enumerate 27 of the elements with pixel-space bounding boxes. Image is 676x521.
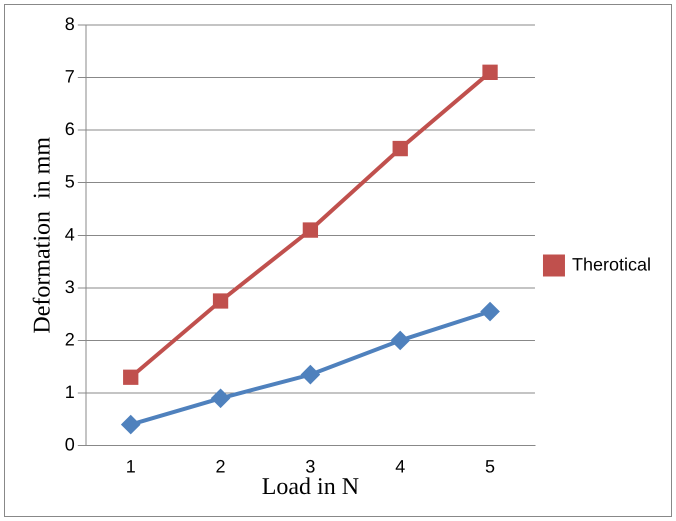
y-tick-label: 0 <box>64 434 75 455</box>
legend-label: Therotical <box>572 254 651 274</box>
y-axis-title: Deformation in mm <box>30 136 56 334</box>
y-tick-label: 1 <box>64 382 75 402</box>
point <box>482 64 498 80</box>
y-tick-label: 4 <box>64 224 75 244</box>
y-tick-label: 2 <box>64 329 75 350</box>
point <box>123 370 138 385</box>
x-tick-label: 5 <box>485 456 496 476</box>
x-tick-label: 3 <box>305 456 316 476</box>
point <box>481 302 500 321</box>
point <box>212 293 228 309</box>
x-tick-label: 1 <box>126 456 136 476</box>
y-tick-label: 3 <box>64 276 75 297</box>
point <box>122 416 140 434</box>
x-tick-label: 2 <box>216 456 226 476</box>
point <box>212 389 230 408</box>
y-tick-label: 8 <box>64 14 75 34</box>
point <box>391 331 410 350</box>
x-axis-title: Load in N <box>262 474 360 500</box>
y-tick-label: 5 <box>64 172 75 192</box>
y-tick-label: 7 <box>64 66 75 87</box>
point <box>392 140 408 156</box>
point <box>302 222 318 238</box>
y-tick-label: 6 <box>64 119 75 140</box>
point <box>301 366 320 384</box>
x-tick-label: 4 <box>395 456 406 476</box>
